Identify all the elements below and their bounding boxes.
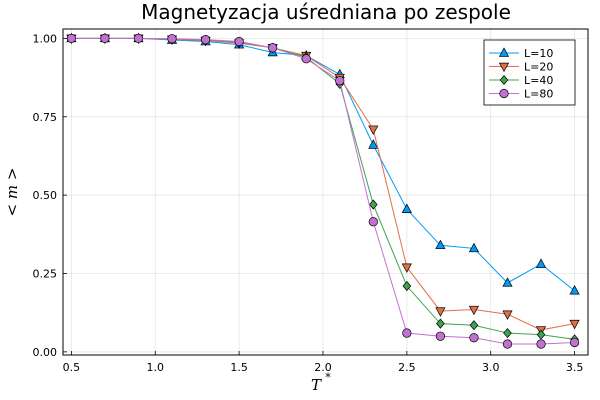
data-point-circle [368,217,378,227]
x-tick-label: 1.5 [230,361,248,374]
plot-frame [62,28,589,356]
data-point-triangle-down [368,125,379,135]
legend-item: L=10 [489,47,553,60]
y-tick-label: 0.50 [33,189,58,202]
data-point-triangle-down [435,307,446,317]
data-point-triangle-down [468,305,480,316]
x-tick-label: 1.0 [147,361,165,374]
svg-text:T: T [311,376,322,394]
data-point-triangle-down [498,62,510,73]
legend-label: L=40 [524,74,553,87]
data-point-diamond [369,199,378,210]
data-point-diamond [499,74,509,86]
x-tick-label: 3.5 [566,361,584,374]
y-tick-label: 0.00 [33,346,58,359]
data-point-circle [335,76,345,86]
legend-item: L=20 [489,61,553,74]
x-tick-label: 2.5 [398,361,416,374]
data-point-circle [234,36,244,47]
data-point-circle [435,331,446,341]
legend-item: L=40 [489,74,553,87]
legend-label: L=10 [524,47,553,60]
data-point-triangle-down [569,319,580,330]
x-axis-ticks: 0.5 1.0 1.5 2.0 2.5 3.0 3.5 [63,351,584,374]
data-point-circle [100,33,110,44]
legend-box [483,39,576,106]
data-point-triangle-up [401,203,412,213]
y-axis-ticks: 0.00 0.25 0.50 0.75 1.00 [33,32,67,359]
data-point-circle [268,43,278,53]
data-point-circle [66,33,77,44]
data-point-circle [301,54,311,64]
data-point-triangle-down [401,263,412,273]
y-tick-label: 0.25 [33,268,58,281]
data-point-triangle-up [569,285,580,295]
legend: L=10L=20L=40L=80 [483,39,576,106]
y-tick-label: 1.00 [33,32,58,45]
x-axis-label: T * [311,371,331,394]
legend-label: L=80 [524,88,553,101]
data-point-diamond [503,328,512,339]
legend-label: L=20 [524,61,553,74]
data-point-triangle-up [468,242,480,253]
data-point-diamond [402,280,412,292]
x-tick-label: 3.0 [482,361,500,374]
data-point-triangle-up [502,277,513,287]
data-point-circle [133,33,144,44]
data-point-circle [536,339,546,349]
legend-item: L=80 [489,88,553,101]
x-tick-label: 2.0 [314,361,332,374]
y-tick-label: 0.75 [33,111,58,124]
series-layer [66,32,580,349]
data-point-diamond [536,329,546,340]
series-L=80 [66,33,580,349]
data-point-circle [402,328,412,338]
data-point-triangle-up [535,258,547,268]
data-point-triangle-up [368,139,379,149]
y-axis-label: < m > [3,168,21,217]
data-point-circle [469,333,479,343]
data-point-circle [167,34,177,44]
data-point-circle [499,88,509,99]
chart-title: Magnetyzacja uśredniana po zespole [141,0,511,24]
svg-text:*: * [325,371,331,384]
data-point-triangle-down [502,310,513,320]
data-point-diamond [436,318,445,329]
data-point-triangle-up [435,239,446,250]
data-point-circle [569,337,580,348]
x-tick-label: 0.5 [63,361,81,374]
data-point-diamond [469,320,479,331]
series-line [71,37,575,345]
data-point-circle [502,339,513,349]
data-point-circle [200,35,211,45]
data-point-triangle-up [498,47,510,57]
